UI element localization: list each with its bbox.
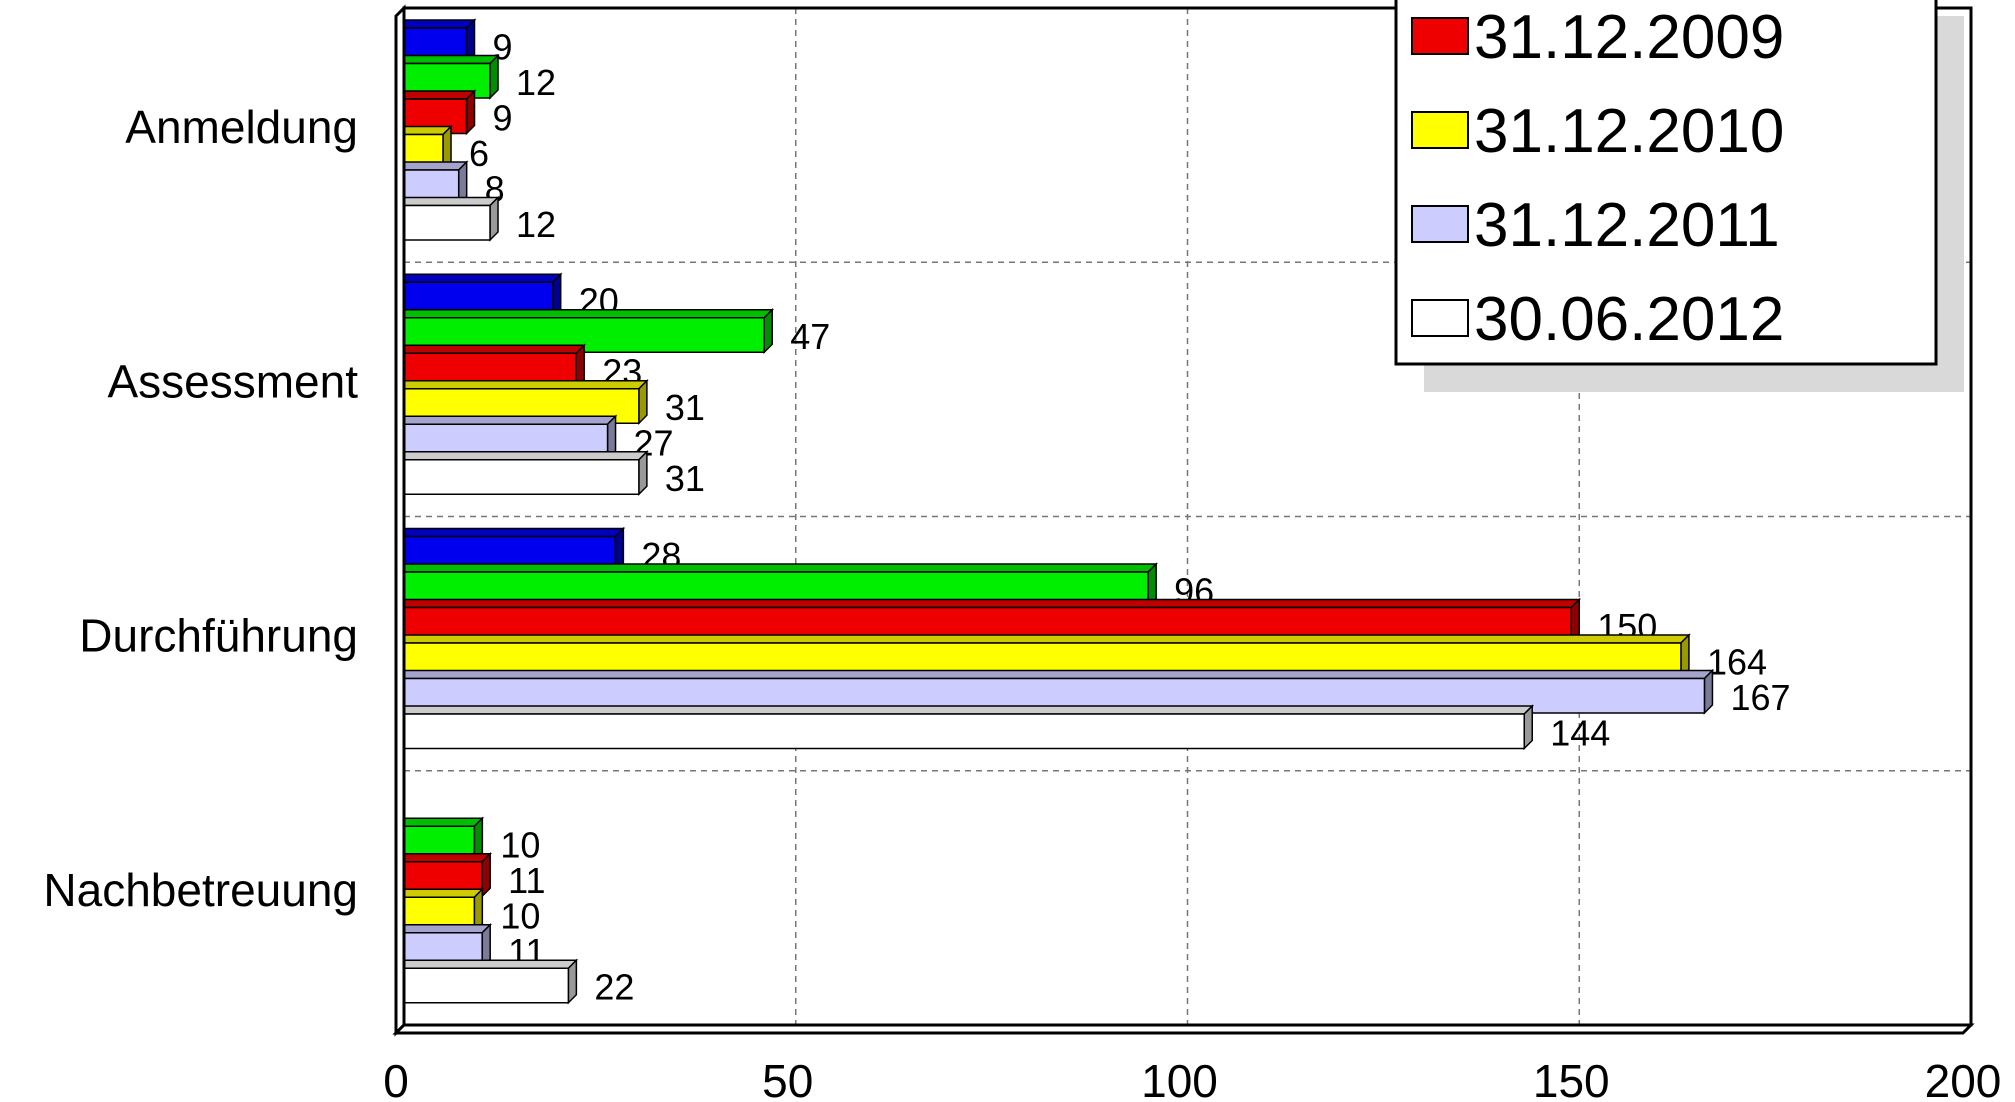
bar-top <box>394 344 587 354</box>
bar-side <box>1523 704 1533 751</box>
x-tick-label: 150 <box>1533 1055 1610 1102</box>
legend-swatch <box>1411 111 1469 149</box>
data-label: 47 <box>790 316 830 357</box>
bar <box>395 459 640 495</box>
bar-top <box>394 196 500 207</box>
bar-side <box>638 378 648 426</box>
bar-top <box>394 598 1582 609</box>
data-label: 6 <box>469 133 489 174</box>
data-label: 167 <box>1730 677 1790 718</box>
category-labels: Anmeldung Assessment Durchführung Nachbetre… <box>43 101 358 916</box>
bar-side <box>489 53 499 100</box>
bar-side <box>567 958 578 1005</box>
x-tick-label: 0 <box>383 1055 409 1102</box>
data-label: 12 <box>516 62 556 103</box>
x-tick-label: 50 <box>762 1055 813 1102</box>
legend-label: 31.12.2011 <box>1474 191 1780 260</box>
bar-top <box>394 563 1158 573</box>
bar-top <box>394 161 469 171</box>
bar-top <box>394 451 649 461</box>
bar <box>395 713 1525 750</box>
bar-top <box>394 669 1715 680</box>
legend: 31.12.2009 31.12.2010 31.12.2011 30.06.2012 <box>1394 0 1964 392</box>
bar-top <box>394 273 563 283</box>
legend-box <box>1394 0 1938 366</box>
x-tick-label: 200 <box>1925 1055 2002 1102</box>
legend-swatch <box>1411 205 1469 243</box>
bar <box>395 967 570 1004</box>
data-label: 10 <box>500 896 540 937</box>
bar-top <box>394 959 579 969</box>
bar-top <box>394 415 618 425</box>
bar-top <box>394 19 477 29</box>
category-label: Anmeldung <box>125 101 358 153</box>
category-label: Durchführung <box>79 610 358 662</box>
bar-top <box>394 380 649 390</box>
data-label: 22 <box>594 967 634 1008</box>
bar-side <box>1703 668 1714 715</box>
legend-label: 30.06.2012 <box>1474 285 1784 354</box>
axes <box>392 4 1975 1037</box>
x-tick-label: 100 <box>1141 1055 1218 1102</box>
floor <box>392 1023 1975 1035</box>
legend-swatch <box>1411 17 1469 55</box>
legend-label: 31.12.2010 <box>1474 97 1784 166</box>
data-label: 12 <box>516 204 556 245</box>
data-label: 144 <box>1550 712 1610 753</box>
category-label: Assessment <box>107 355 358 407</box>
category-label: Nachbetreuung <box>43 864 358 916</box>
bar-top <box>394 888 485 898</box>
bar-top <box>394 705 1535 715</box>
legend-swatch <box>1411 299 1469 337</box>
data-label: 31 <box>665 387 705 428</box>
bar-side <box>763 307 773 355</box>
bar-top <box>394 90 477 100</box>
left-wall <box>394 4 406 1037</box>
bar-side <box>481 851 491 899</box>
data-label: 31 <box>665 458 705 499</box>
data-label: 11 <box>508 860 545 901</box>
bar-top <box>394 853 492 863</box>
bar <box>395 204 491 241</box>
bar-top <box>394 309 775 319</box>
legend-label: 31.12.2009 <box>1474 3 1784 72</box>
bar-top <box>394 54 500 65</box>
data-label: 9 <box>493 97 513 138</box>
data-label: 164 <box>1707 641 1767 682</box>
bar-top <box>394 527 626 538</box>
bar-side <box>489 195 499 242</box>
bar-side <box>465 89 476 136</box>
bar-side <box>638 449 648 497</box>
data-label: 10 <box>500 825 540 866</box>
bar-top <box>394 924 492 934</box>
tick-labels: 0 50 100 150 200 <box>383 1055 2001 1102</box>
bar-top <box>394 634 1691 644</box>
bar-top <box>394 817 485 827</box>
